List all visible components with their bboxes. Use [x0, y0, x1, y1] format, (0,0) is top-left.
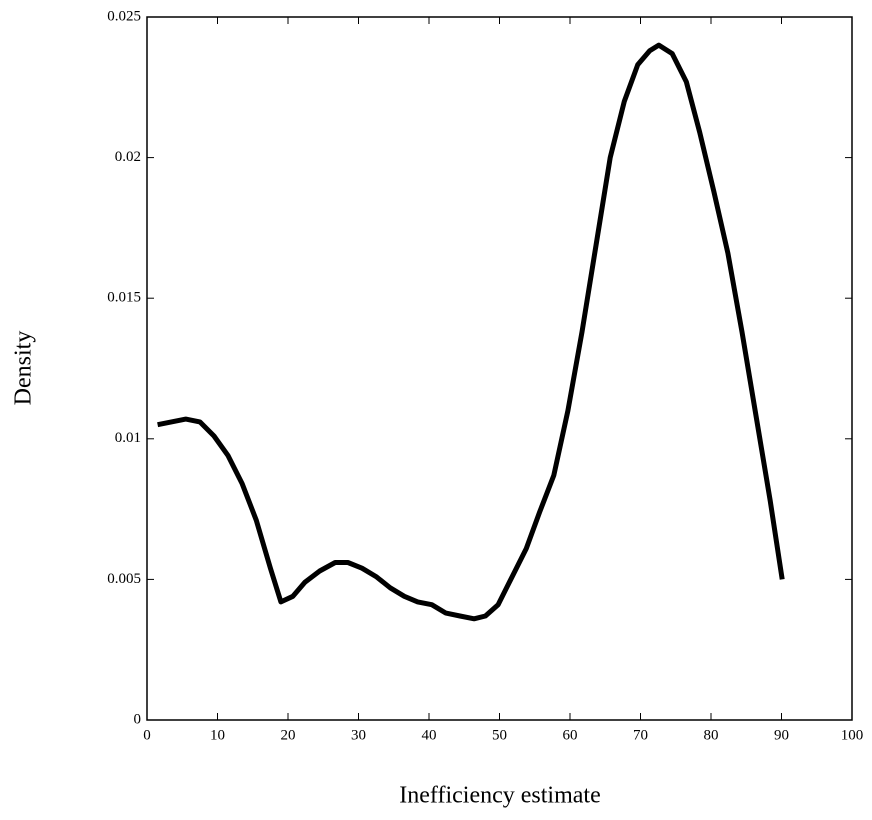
density-line: [157, 42, 785, 622]
x-tick-label: 0: [143, 727, 151, 743]
x-tick-label: 100: [841, 727, 864, 743]
x-axis-label: Inefficiency estimate: [399, 783, 600, 809]
y-tick-label: 0.02: [115, 149, 141, 165]
y-tick-label: 0.01: [115, 430, 141, 446]
x-tick-label: 40: [422, 727, 437, 743]
x-tick-label: 80: [704, 727, 719, 743]
x-tick-label: 30: [351, 727, 366, 743]
y-tick-label: 0: [134, 711, 142, 727]
x-tick-label: 50: [492, 727, 507, 743]
y-tick-label: 0.005: [107, 571, 141, 587]
x-tick-label: 90: [774, 727, 789, 743]
x-tick-label: 70: [633, 727, 648, 743]
y-tick-label: 0.015: [107, 290, 141, 306]
x-tick-label: 10: [210, 727, 225, 743]
y-tick-label: 0.025: [107, 8, 141, 24]
x-tick-label: 20: [281, 727, 296, 743]
x-tick-label: 60: [563, 727, 578, 743]
y-axis-label: Density: [11, 331, 37, 406]
